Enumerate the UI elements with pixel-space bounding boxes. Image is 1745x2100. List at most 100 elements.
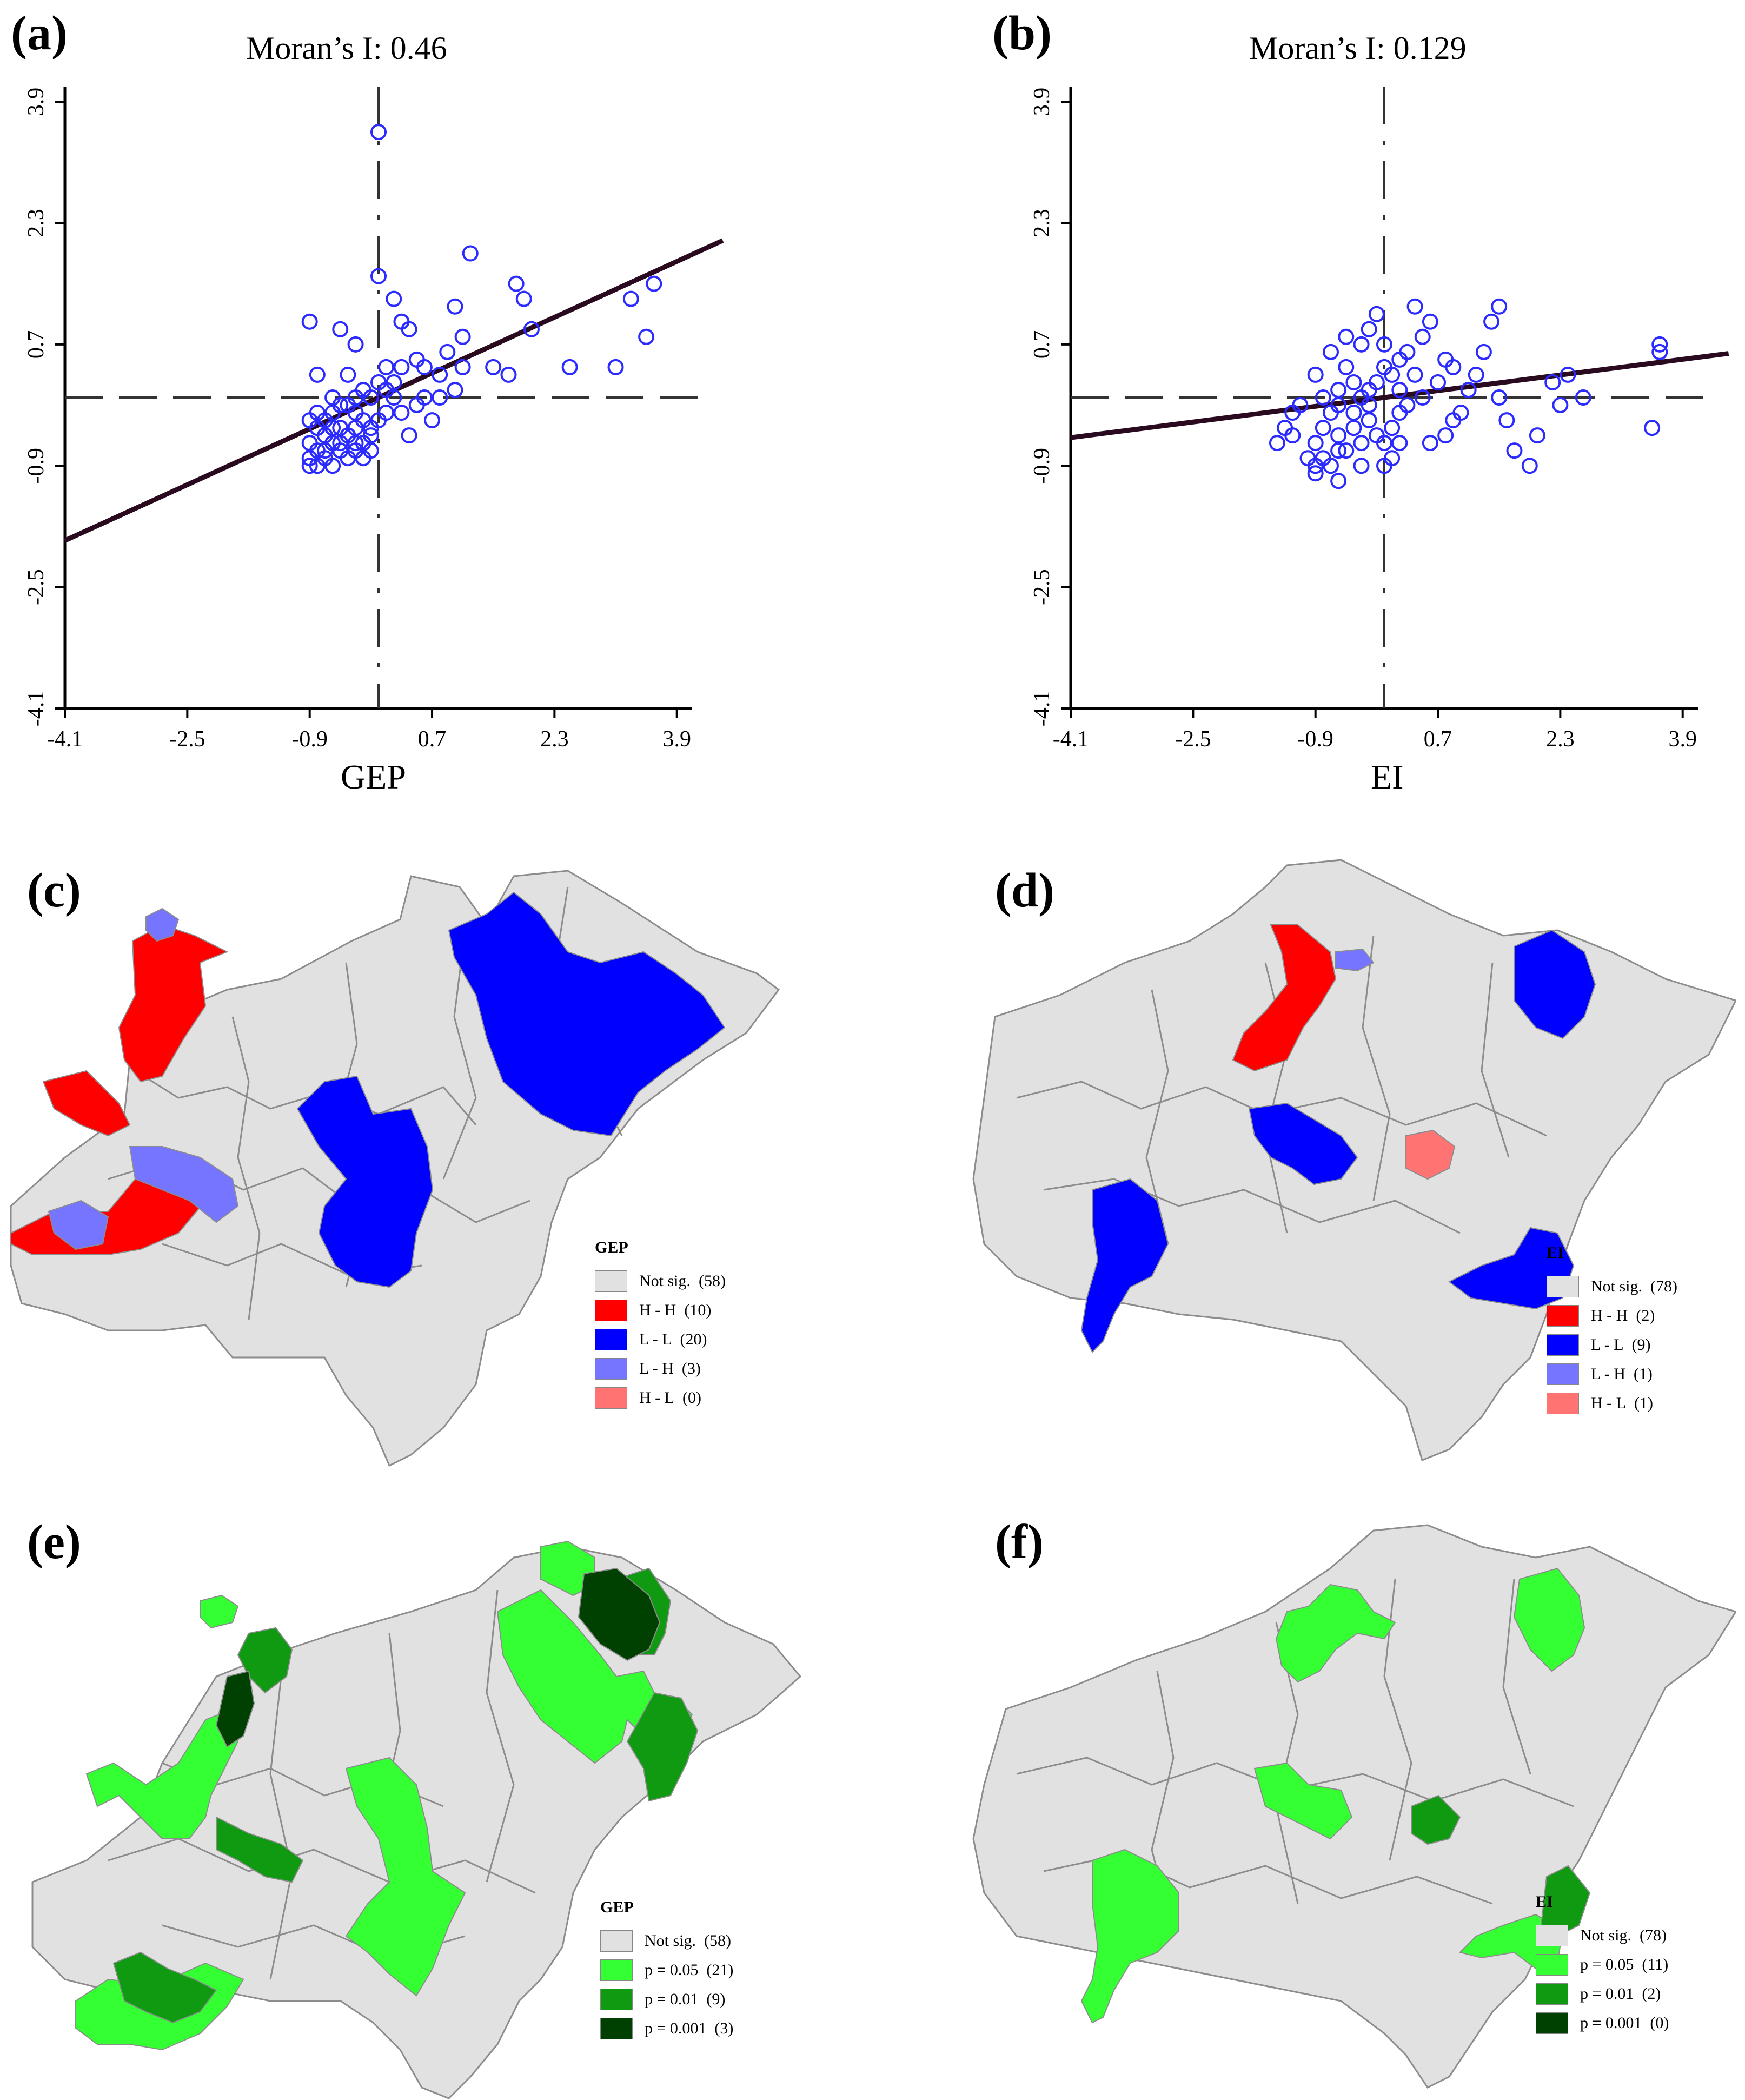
data-point bbox=[1315, 420, 1331, 436]
x-axis-label-b: EI bbox=[1371, 758, 1404, 796]
data-point bbox=[340, 366, 356, 383]
x-tick-label: -0.9 bbox=[1297, 727, 1333, 752]
ll-cluster bbox=[1248, 1102, 1358, 1185]
data-point bbox=[1322, 343, 1339, 360]
data-point bbox=[485, 359, 502, 375]
legend-item: H - H (2) bbox=[1547, 1301, 1677, 1330]
data-point bbox=[386, 389, 402, 406]
legend-swatch bbox=[595, 1329, 627, 1350]
data-point bbox=[416, 359, 433, 375]
legend-swatch bbox=[1547, 1305, 1579, 1327]
sig-p05-region bbox=[1253, 1762, 1353, 1840]
data-point bbox=[1498, 412, 1515, 429]
data-point bbox=[1330, 442, 1347, 459]
data-point bbox=[416, 389, 433, 406]
legend-title: GEP bbox=[595, 1238, 628, 1256]
sig-p01-region bbox=[237, 1627, 293, 1694]
data-point bbox=[324, 405, 341, 421]
y-tick-label: -2.5 bbox=[24, 569, 49, 605]
y-tick-label: -4.1 bbox=[24, 691, 49, 727]
hh-cluster bbox=[118, 924, 229, 1083]
lh-cluster bbox=[145, 907, 180, 942]
x-tick-label: 3.9 bbox=[662, 727, 691, 752]
data-point bbox=[1391, 351, 1408, 368]
data-point bbox=[347, 336, 364, 353]
data-point bbox=[454, 328, 471, 345]
data-point bbox=[362, 442, 379, 459]
data-point bbox=[370, 374, 387, 390]
legend-item: H - H (10) bbox=[595, 1296, 726, 1325]
data-point bbox=[1330, 427, 1347, 444]
data-point bbox=[646, 275, 662, 292]
legend-swatch bbox=[1547, 1363, 1579, 1385]
data-point bbox=[324, 420, 341, 436]
plot-title-b: Moran’s I: 0.129 bbox=[1249, 30, 1467, 66]
data-point bbox=[1361, 412, 1377, 429]
panel-label-c: (c) bbox=[27, 864, 81, 917]
y-tick-label: -4.1 bbox=[1030, 691, 1054, 727]
legend-swatch bbox=[595, 1358, 627, 1380]
y-tick-label: 0.7 bbox=[1030, 330, 1054, 359]
data-point bbox=[1322, 458, 1339, 474]
data-point bbox=[561, 359, 578, 375]
significance-map-ei bbox=[972, 1524, 1736, 2089]
data-point bbox=[432, 366, 448, 383]
ll-cluster bbox=[296, 1075, 434, 1288]
data-point bbox=[1651, 343, 1668, 360]
data-point bbox=[1399, 397, 1416, 414]
data-point bbox=[1544, 374, 1561, 390]
sig-p05-region bbox=[1080, 1849, 1179, 2024]
x-tick-label: 2.3 bbox=[1546, 727, 1575, 752]
x-tick-label: -4.1 bbox=[47, 727, 83, 752]
lh-cluster bbox=[1335, 948, 1375, 972]
panel-label-a: (a) bbox=[11, 6, 68, 60]
data-point bbox=[1345, 374, 1362, 390]
data-point bbox=[454, 359, 471, 375]
data-point bbox=[401, 321, 417, 337]
data-point bbox=[1391, 435, 1408, 452]
data-point bbox=[1430, 374, 1447, 390]
data-point bbox=[1414, 328, 1431, 345]
sig-p05-region bbox=[200, 1594, 239, 1629]
data-point bbox=[1376, 458, 1392, 474]
hl-cluster bbox=[1405, 1129, 1456, 1180]
legend-map-c: GEP Not sig. (58) H - H (10) L - L (20) … bbox=[595, 1238, 726, 1413]
data-point bbox=[1651, 336, 1668, 353]
sig-p05-region bbox=[345, 1757, 466, 1997]
x-tick-label: -0.9 bbox=[291, 727, 328, 752]
y-tick-label: 2.3 bbox=[24, 209, 49, 237]
data-point bbox=[301, 458, 318, 474]
legend-swatch bbox=[1536, 2012, 1568, 2034]
ll-cluster bbox=[1448, 1227, 1575, 1310]
data-point bbox=[1269, 435, 1285, 452]
y-tick-label: -0.9 bbox=[1030, 448, 1054, 484]
legend-map-f: EI Not sig. (78) p = 0.05 (11) p = 0.01 … bbox=[1536, 1893, 1669, 2038]
data-point bbox=[1437, 427, 1454, 444]
data-point bbox=[1361, 381, 1377, 398]
data-point bbox=[1330, 397, 1347, 414]
data-point bbox=[1338, 359, 1355, 375]
data-point bbox=[1475, 343, 1492, 360]
ll-cluster bbox=[1080, 1178, 1169, 1353]
panel-label-f: (f) bbox=[995, 1515, 1044, 1569]
data-point bbox=[301, 313, 318, 330]
data-point bbox=[1483, 313, 1500, 330]
x-tick-label: 2.3 bbox=[540, 727, 569, 752]
data-point bbox=[432, 389, 448, 406]
regression-line bbox=[1070, 351, 1729, 440]
data-point bbox=[523, 321, 540, 337]
legend-swatch bbox=[600, 1989, 633, 2010]
data-point bbox=[378, 359, 395, 375]
legend-swatch bbox=[600, 1959, 633, 1981]
sig-p001-region bbox=[578, 1567, 661, 1661]
ll-cluster bbox=[1514, 929, 1596, 1039]
data-point bbox=[1284, 427, 1301, 444]
y-tick-label: 2.3 bbox=[1030, 209, 1054, 237]
legend-title: EI bbox=[1547, 1244, 1564, 1262]
data-point bbox=[1384, 366, 1401, 383]
data-point bbox=[316, 442, 333, 459]
legend-swatch bbox=[1536, 1954, 1568, 1976]
data-point bbox=[439, 343, 456, 360]
data-point bbox=[500, 366, 517, 383]
data-point bbox=[309, 366, 326, 383]
